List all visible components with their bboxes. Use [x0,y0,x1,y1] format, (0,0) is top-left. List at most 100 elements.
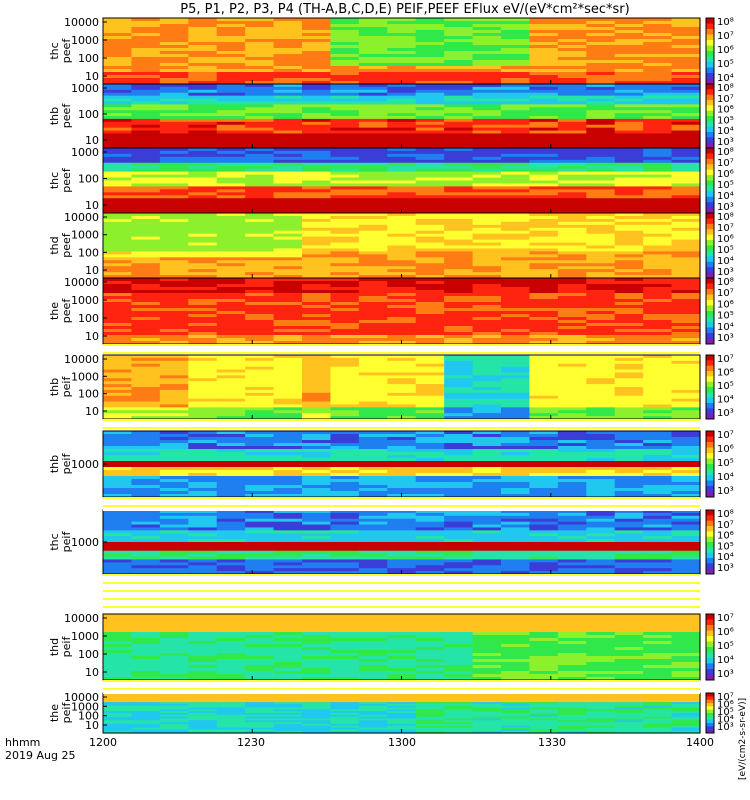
heatmap-cell [614,275,644,279]
heatmap-cell [302,461,332,465]
heatmap-cell [131,24,161,28]
heatmap-cell [586,698,616,701]
heatmap-cell [529,440,559,444]
heatmap-cell [671,437,701,441]
heatmap-cell [472,142,502,146]
heatmap-cell [330,236,360,241]
heatmap-cell [614,21,644,25]
heatmap-cell [529,45,559,49]
heatmap-cell [557,455,587,459]
heatmap-cell [557,136,587,140]
heatmap-cell [614,720,644,723]
heatmap-cell [216,210,246,214]
heatmap-cell [188,266,218,270]
heatmap-cell [557,326,587,330]
heatmap-cell [643,521,673,526]
heatmap-cell [245,192,275,196]
heatmap-cell [103,568,133,572]
heatmap-cell [302,355,332,359]
heatmap-cell [415,81,445,85]
heatmap-cell [188,709,218,712]
heatmap-cell [131,387,161,391]
heatmap-cell [103,124,133,129]
heatmap-cell [245,72,275,76]
heatmap-cell [557,302,587,306]
heatmap-cell [415,230,445,235]
heatmap-cell [501,494,531,498]
heatmap-cell [415,384,445,388]
heatmap-cell [614,644,644,648]
heatmap-cell [302,215,332,220]
heatmap-cell [586,527,616,531]
heatmap-cell [501,473,531,477]
heatmap-cell [444,323,474,327]
heatmap-cell [472,696,502,700]
heatmap-cell [586,623,616,627]
heatmap-cell [330,659,360,663]
heatmap-cell [302,659,332,663]
heatmap-cell [671,177,701,182]
heatmap-cell [643,299,673,303]
heatmap-cell [273,521,303,526]
heatmap-cell [387,716,417,720]
heatmap-cell [103,54,133,58]
heatmap-cell [245,536,275,540]
heatmap-cell [643,440,673,444]
heatmap-cell [188,407,218,411]
heatmap-cell [131,494,161,498]
heatmap-cell [557,488,587,492]
heatmap-cell [358,284,388,288]
heatmap-cell [529,236,559,241]
heatmap-cell [671,81,701,85]
y-tick-label: 1000 [71,82,99,95]
heatmap-cell [444,48,474,52]
heatmap-cell [159,60,189,64]
heatmap-cell [188,139,218,143]
heatmap-cell [671,168,701,173]
heatmap-cell [273,452,303,456]
heatmap-cell [330,139,360,143]
heatmap-cell [216,696,246,700]
heatmap-cell [387,395,417,400]
heatmap-cell [159,156,189,161]
heatmap-cell [188,729,218,732]
heatmap-cell [671,45,701,49]
heatmap-cell [387,722,417,725]
heatmap-cell [216,437,246,441]
heatmap-cell [444,378,474,382]
colorbar-segment [706,289,714,295]
heatmap-cell [330,446,360,450]
heatmap-cell [529,81,559,85]
heatmap-cell [159,638,189,642]
colorbar-segment [706,223,714,230]
heatmap-cell [671,284,701,288]
heatmap-cell [358,659,388,663]
heatmap-cell [159,162,189,167]
heatmap-cell [188,620,218,624]
heatmap-cell [586,360,616,365]
heatmap-cell [671,656,701,660]
heatmap-cell [358,455,388,459]
heatmap-cell [643,539,673,543]
heatmap-cell [159,571,189,575]
heatmap-cell [188,363,218,368]
heatmap-cell [103,269,133,273]
heatmap-cell [358,323,388,327]
heatmap-cell [643,512,673,517]
heatmap-cell [103,204,133,208]
heatmap-cell [188,656,218,660]
heatmap-cell [614,671,644,675]
heatmap-cell [131,544,161,549]
heatmap-cell [614,458,644,462]
heatmap-cell [302,254,332,258]
heatmap-cell [330,189,360,193]
heatmap-cell [358,369,388,374]
heatmap-cell [415,665,445,669]
heatmap-cell [415,494,445,498]
heatmap-cell [387,533,417,537]
heatmap-cell [643,153,673,158]
heatmap-cell [330,536,360,540]
heatmap-cell [131,479,161,483]
heatmap-cell [614,449,644,453]
heatmap-cell [529,116,559,120]
